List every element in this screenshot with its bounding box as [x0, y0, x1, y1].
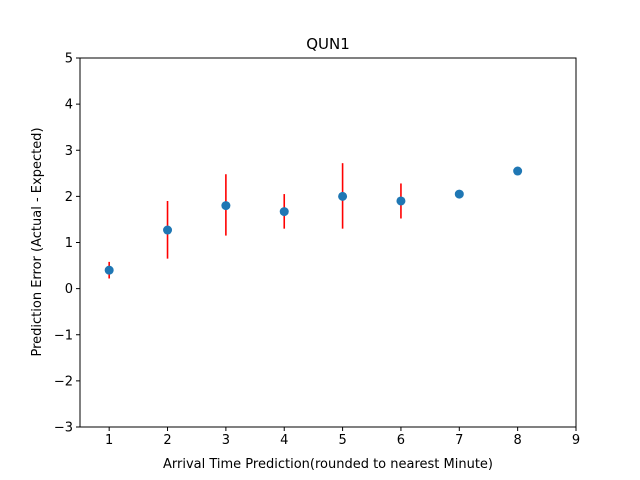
data-point — [279, 207, 289, 217]
y-tick-label: −2 — [54, 374, 73, 389]
x-tick-label: 3 — [222, 433, 230, 448]
y-tick-label: −1 — [54, 328, 73, 343]
x-axis-ticks: 1 2 3 4 5 6 7 8 9 — [105, 427, 580, 448]
y-tick-label: 3 — [65, 144, 73, 159]
data-point — [104, 265, 114, 275]
data-point — [396, 196, 406, 206]
data-point — [513, 166, 523, 176]
x-tick-label: 7 — [455, 433, 463, 448]
data-point — [338, 191, 348, 201]
x-tick-label: 5 — [338, 433, 346, 448]
x-tick-label: 4 — [280, 433, 288, 448]
y-tick-label: 0 — [65, 282, 73, 297]
y-tick-label: 1 — [65, 236, 73, 251]
chart-title: QUN1 — [306, 35, 350, 53]
y-tick-label: 5 — [65, 52, 73, 67]
y-tick-label: 2 — [65, 190, 73, 205]
x-tick-label: 9 — [572, 433, 580, 448]
axes-frame — [79, 57, 577, 428]
x-tick-label: 8 — [514, 433, 522, 448]
data-point — [221, 201, 231, 211]
y-tick-label: −3 — [54, 421, 73, 436]
data-point — [454, 189, 464, 199]
x-axis-label: Arrival Time Prediction(rounded to neare… — [163, 457, 493, 472]
y-axis-ticks: −3 −2 −1 0 1 2 3 4 5 — [54, 52, 80, 436]
x-tick-label: 1 — [105, 433, 113, 448]
y-tick-label: 4 — [65, 98, 73, 113]
x-tick-label: 2 — [163, 433, 171, 448]
plot-area — [104, 163, 523, 279]
data-point — [163, 225, 173, 235]
y-axis-label: Prediction Error (Actual - Expected) — [30, 127, 45, 356]
x-tick-label: 6 — [397, 433, 405, 448]
